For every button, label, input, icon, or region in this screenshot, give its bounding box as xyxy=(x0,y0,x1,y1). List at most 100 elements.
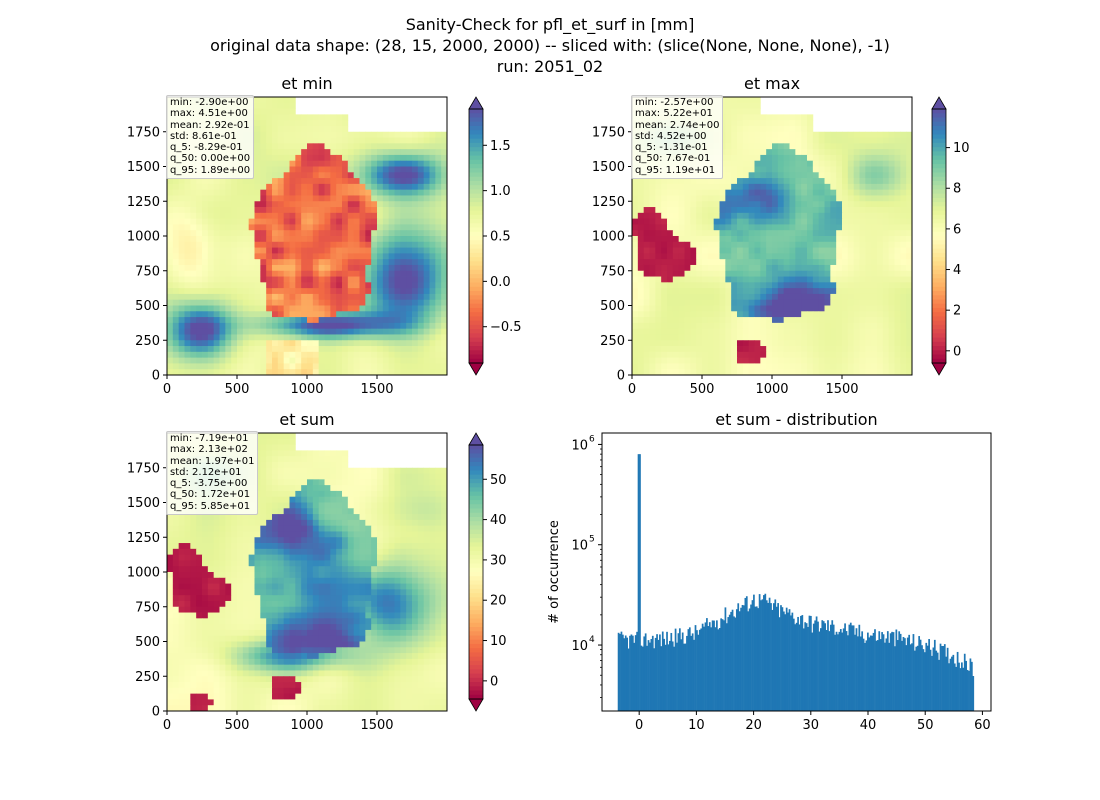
histogram-bar xyxy=(787,612,789,711)
histogram-bar xyxy=(757,608,760,711)
histogram-bar xyxy=(795,622,798,711)
colorbar-tick-label: 0 xyxy=(490,674,498,689)
histogram-bar xyxy=(620,631,623,711)
colorbar-tick-label: 10 xyxy=(490,634,507,649)
histogram-bar xyxy=(641,646,644,711)
histogram-bar xyxy=(868,637,871,711)
histogram-bar xyxy=(753,594,755,711)
histogram-bar xyxy=(654,637,657,711)
histogram-bar xyxy=(936,652,939,711)
histogram-bar xyxy=(741,604,744,711)
y-tick-label: 10 xyxy=(571,639,588,654)
histogram-bar xyxy=(631,635,634,711)
histogram-bar xyxy=(812,623,815,711)
y-tick-label: 1250 xyxy=(127,195,160,210)
histogram-bar xyxy=(693,639,695,711)
histogram-bar xyxy=(750,604,752,711)
histogram-bar xyxy=(820,628,822,711)
y-tick-label: 750 xyxy=(600,264,625,279)
histogram-bar xyxy=(731,609,734,711)
histogram-bar xyxy=(716,620,718,711)
histogram-bar xyxy=(802,628,805,711)
histogram-bar xyxy=(676,642,678,711)
histogram-bar xyxy=(708,622,711,711)
histogram-bar xyxy=(854,634,856,711)
colorbar-tick-label: 4 xyxy=(953,263,961,278)
histogram-bar xyxy=(686,635,688,711)
histogram-bar xyxy=(829,624,832,711)
colorbar-extend-min xyxy=(468,698,484,712)
colorbar-tick-label: 40 xyxy=(490,513,507,528)
histogram-bar xyxy=(681,632,684,711)
y-tick-label: 0 xyxy=(152,369,160,384)
colorbar-et-min xyxy=(468,96,487,376)
colorbar-tick-label: 1.0 xyxy=(490,184,511,199)
histogram-bar xyxy=(678,628,681,711)
histogram-bar xyxy=(792,618,795,711)
histogram-bar xyxy=(633,642,636,711)
histogram-bar xyxy=(811,632,814,711)
histogram-bar xyxy=(660,646,663,711)
histogram-bar xyxy=(848,624,851,711)
histogram-bar xyxy=(831,620,834,711)
histogram-bar xyxy=(810,615,812,711)
histogram-bar xyxy=(891,631,893,711)
x-tick-label: 500 xyxy=(225,382,250,397)
histogram-bar xyxy=(747,611,750,711)
histogram-bar xyxy=(808,615,811,711)
histogram-bar xyxy=(948,663,950,711)
histogram-bar xyxy=(929,649,932,711)
histogram-bar xyxy=(797,616,799,711)
histogram-bar xyxy=(859,636,862,711)
histogram-bar xyxy=(970,661,973,711)
histogram-bar xyxy=(738,611,741,711)
histogram-bar xyxy=(882,634,885,711)
histogram-bar xyxy=(906,637,909,711)
x-tick-label: 1500 xyxy=(825,382,858,397)
histogram-bar xyxy=(904,638,906,711)
heatmap-panel-et-max xyxy=(628,96,913,379)
histogram-bar xyxy=(761,599,764,711)
histogram-bar xyxy=(943,644,946,711)
histogram-bar xyxy=(914,650,916,711)
histogram-bar xyxy=(941,645,943,711)
histogram-bar xyxy=(832,624,835,711)
stats-box-et-sum: min: -7.19e+01 max: 2.13e+02 mean: 1.97e… xyxy=(166,431,259,516)
histogram-bar xyxy=(717,629,720,711)
colorbar-extend-max xyxy=(931,96,947,110)
histogram-bar xyxy=(643,636,646,711)
y-tick-label: 1250 xyxy=(127,531,160,546)
histogram-bar xyxy=(728,614,731,711)
histogram-bar xyxy=(622,634,624,711)
histogram-bar xyxy=(727,617,730,711)
histogram-bar xyxy=(867,632,869,711)
histogram-bar xyxy=(825,630,828,711)
x-tick-label: 1500 xyxy=(360,382,393,397)
histogram-bar xyxy=(744,597,747,711)
histogram-bar xyxy=(691,633,694,711)
colorbar-extend-max xyxy=(468,432,484,446)
y-tick-exponent: 6 xyxy=(589,434,595,444)
y-tick-label: 1500 xyxy=(127,160,160,175)
histogram-bar xyxy=(684,643,687,711)
stats-box-et-max: min: -2.57e+00 max: 5.22e+01 mean: 2.74e… xyxy=(631,95,724,180)
histogram-bar xyxy=(713,620,715,711)
histogram-bar xyxy=(886,631,889,711)
y-tick-label: 0 xyxy=(617,369,625,384)
histogram-bar xyxy=(902,637,905,711)
histogram-bar xyxy=(743,605,745,711)
y-tick-exponent: 4 xyxy=(589,635,595,645)
histogram-bar xyxy=(653,648,656,711)
histogram-bar xyxy=(724,607,727,711)
histogram-bar xyxy=(670,632,673,711)
colorbar-tick-label: 20 xyxy=(490,594,507,609)
y-tick-label: 750 xyxy=(135,264,160,279)
histogram-bar xyxy=(889,633,892,711)
histogram-bar xyxy=(972,676,975,711)
histogram-bar xyxy=(894,646,896,711)
y-tick-label: 1750 xyxy=(127,125,160,140)
histogram-bar xyxy=(807,626,809,711)
histogram-bar xyxy=(962,667,965,711)
histogram-bar xyxy=(945,656,948,711)
histogram-frame xyxy=(601,432,992,712)
